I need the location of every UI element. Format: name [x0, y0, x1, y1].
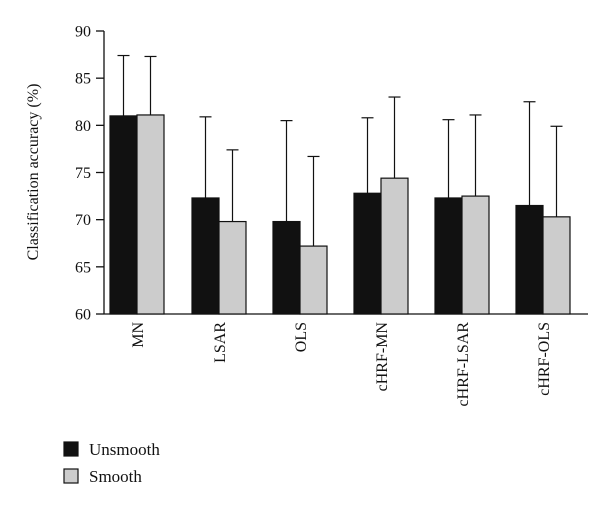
legend: Unsmooth Smooth	[63, 440, 160, 486]
bar-unsmooth-mn	[109, 115, 138, 315]
x-ticks: MN LSAR OLS cHRF-MN cHRF-LSAR cHRF-OLS	[130, 322, 553, 407]
y-axis-label: Classification accuracy (%)	[25, 84, 42, 261]
x-tick-label: cHRF-MN	[374, 322, 391, 392]
y-tick-label: 90	[75, 24, 91, 41]
error-bars	[117, 54, 563, 247]
y-tick-label: 85	[75, 71, 91, 88]
y-tick-label: 70	[75, 212, 91, 229]
y-tick-label: 65	[75, 259, 91, 276]
legend-swatch-smooth	[63, 468, 79, 484]
bar-smooth-mn	[136, 114, 165, 315]
legend-label-unsmooth: Unsmooth	[89, 440, 160, 459]
y-tick-label: 80	[75, 118, 91, 135]
bar-unsmooth-chrf-lsar	[434, 197, 463, 315]
legend-label-smooth: Smooth	[89, 467, 142, 486]
x-tick-label: cHRF-LSAR	[455, 322, 472, 407]
x-tick-label: cHRF-OLS	[536, 322, 553, 396]
bar-smooth-chrf-ols	[542, 216, 571, 315]
bar-unsmooth-ols	[272, 220, 301, 315]
bar-smooth-chrf-mn	[380, 177, 409, 315]
y-tick-label: 75	[75, 165, 91, 182]
bar-smooth-lsar	[218, 220, 247, 315]
y-ticks: 60 65 70 75 80 85 90	[75, 24, 104, 324]
x-tick-label: LSAR	[212, 322, 229, 363]
bar-unsmooth-chrf-mn	[353, 192, 382, 315]
bar-unsmooth-chrf-ols	[515, 204, 544, 315]
x-tick-label: OLS	[293, 322, 310, 352]
bar-unsmooth-lsar	[191, 197, 220, 315]
legend-swatch-unsmooth	[63, 441, 79, 457]
y-tick-label: 60	[75, 307, 91, 324]
bar-smooth-chrf-lsar	[461, 195, 490, 315]
bar-smooth-ols	[299, 245, 328, 315]
x-tick-label: MN	[130, 322, 147, 348]
bars	[109, 114, 571, 315]
